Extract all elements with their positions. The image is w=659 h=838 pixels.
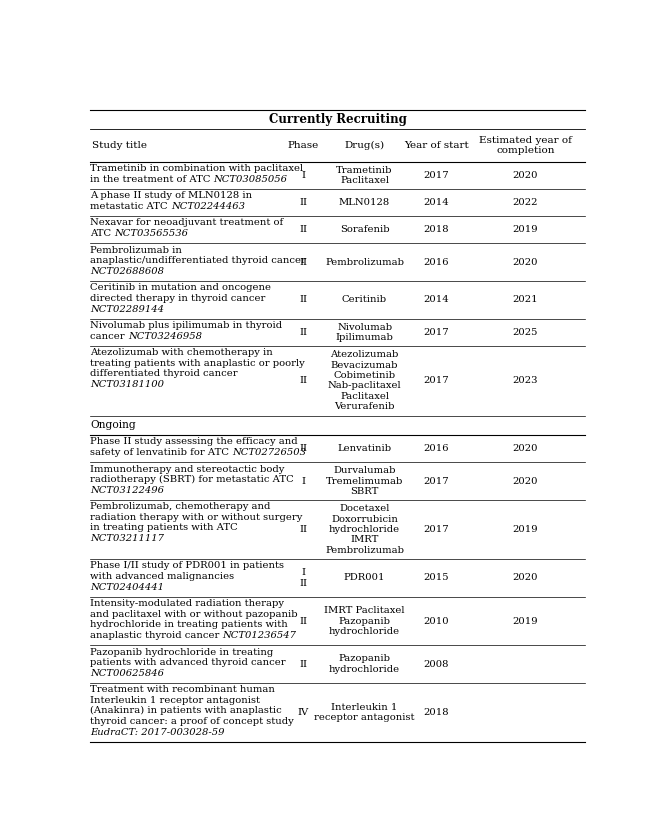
Text: Pembrolizumab in
anaplastic/undifferentiated thyroid cancer: Pembrolizumab in anaplastic/undifferenti… <box>90 246 306 265</box>
Text: 2017: 2017 <box>423 376 449 385</box>
Text: NCT02404441: NCT02404441 <box>90 582 164 592</box>
Text: 2022: 2022 <box>513 198 538 207</box>
Text: cancer: cancer <box>90 332 128 341</box>
Text: Drug(s): Drug(s) <box>345 141 385 150</box>
Text: Docetaxel
Doxorrubicin
hydrochloride
IMRT
Pembrolizumab: Docetaxel Doxorrubicin hydrochloride IMR… <box>325 504 404 555</box>
Text: 2019: 2019 <box>513 225 538 234</box>
Text: II: II <box>299 198 307 207</box>
Text: anaplastic thyroid cancer: anaplastic thyroid cancer <box>90 631 223 640</box>
Text: I: I <box>301 477 305 486</box>
Text: Pazopanib
hydrochloride: Pazopanib hydrochloride <box>329 654 400 674</box>
Text: Pembrolizumab: Pembrolizumab <box>325 257 404 266</box>
Text: I
II: I II <box>299 568 307 587</box>
Text: 2023: 2023 <box>513 376 538 385</box>
Text: PDR001: PDR001 <box>344 573 386 582</box>
Text: 2021: 2021 <box>513 296 538 304</box>
Text: 2014: 2014 <box>423 198 449 207</box>
Text: Trametinib
Paclitaxel: Trametinib Paclitaxel <box>336 166 393 185</box>
Text: NCT02688608: NCT02688608 <box>90 266 164 276</box>
Text: 2010: 2010 <box>423 617 449 625</box>
Text: Ongoing: Ongoing <box>90 421 136 431</box>
Text: II: II <box>299 376 307 385</box>
Text: II: II <box>299 525 307 534</box>
Text: 2020: 2020 <box>513 171 538 180</box>
Text: I: I <box>301 171 305 180</box>
Text: NCT03085056: NCT03085056 <box>214 175 288 184</box>
Text: 2017: 2017 <box>423 477 449 486</box>
Text: Pazopanib hydrochloride in treating
patients with advanced thyroid cancer: Pazopanib hydrochloride in treating pati… <box>90 648 285 667</box>
Text: IMRT Paclitaxel
Pazopanib
hydrochloride: IMRT Paclitaxel Pazopanib hydrochloride <box>324 606 405 636</box>
Text: 2020: 2020 <box>513 573 538 582</box>
Text: 2015: 2015 <box>423 573 449 582</box>
Text: in the treatment of ATC: in the treatment of ATC <box>90 175 214 184</box>
Text: II: II <box>299 444 307 453</box>
Text: Year of start: Year of start <box>404 141 469 150</box>
Text: Phase II study assessing the efficacy and: Phase II study assessing the efficacy an… <box>90 437 298 447</box>
Text: Intensity-modulated radiation therapy
and paclitaxel with or without pazopanib
h: Intensity-modulated radiation therapy an… <box>90 599 298 629</box>
Text: Treatment with recombinant human
Interleukin 1 receptor antagonist
(Anakinra) in: Treatment with recombinant human Interle… <box>90 685 294 726</box>
Text: NCT03565536: NCT03565536 <box>114 229 188 238</box>
Text: 2018: 2018 <box>423 225 449 234</box>
Text: 2020: 2020 <box>513 444 538 453</box>
Text: Sorafenib: Sorafenib <box>340 225 389 234</box>
Text: Trametinib in combination with paclitaxel: Trametinib in combination with paclitaxe… <box>90 164 303 173</box>
Text: safety of lenvatinib for ATC: safety of lenvatinib for ATC <box>90 448 232 457</box>
Text: NCT01236547: NCT01236547 <box>223 631 297 640</box>
Text: NCT02726503: NCT02726503 <box>232 448 306 457</box>
Text: II: II <box>299 296 307 304</box>
Text: 2019: 2019 <box>513 617 538 625</box>
Text: 2025: 2025 <box>513 328 538 337</box>
Text: Immunotherapy and stereotactic body
radiotherapy (SBRT) for metastatic ATC: Immunotherapy and stereotactic body radi… <box>90 464 294 484</box>
Text: Estimated year of
completion: Estimated year of completion <box>479 136 572 155</box>
Text: 2017: 2017 <box>423 171 449 180</box>
Text: II: II <box>299 257 307 266</box>
Text: 2014: 2014 <box>423 296 449 304</box>
Text: Ceritinib in mutation and oncogene
directed therapy in thyroid cancer: Ceritinib in mutation and oncogene direc… <box>90 283 271 303</box>
Text: 2020: 2020 <box>513 257 538 266</box>
Text: II: II <box>299 225 307 234</box>
Text: EudraCT: 2017-003028-59: EudraCT: 2017-003028-59 <box>90 727 225 737</box>
Text: 2020: 2020 <box>513 477 538 486</box>
Text: 2016: 2016 <box>423 444 449 453</box>
Text: NCT00625846: NCT00625846 <box>90 669 164 678</box>
Text: ATC: ATC <box>90 229 114 238</box>
Text: NCT03246958: NCT03246958 <box>128 332 202 341</box>
Text: Lenvatinib: Lenvatinib <box>337 444 391 453</box>
Text: NCT03211117: NCT03211117 <box>90 535 164 543</box>
Text: Ceritinib: Ceritinib <box>342 296 387 304</box>
Text: Study title: Study title <box>92 141 146 150</box>
Text: NCT03122496: NCT03122496 <box>90 486 164 495</box>
Text: NCT03181100: NCT03181100 <box>90 380 164 389</box>
Text: Nivolumab
Ipilimumab: Nivolumab Ipilimumab <box>335 323 393 342</box>
Text: Pembrolizumab, chemotherapy and
radiation therapy with or without surgery
in tre: Pembrolizumab, chemotherapy and radiatio… <box>90 503 302 532</box>
Text: 2017: 2017 <box>423 525 449 534</box>
Text: 2008: 2008 <box>423 660 449 669</box>
Text: Phase I/II study of PDR001 in patients
with advanced malignancies: Phase I/II study of PDR001 in patients w… <box>90 561 284 581</box>
Text: Nexavar for neoadjuvant treatment of: Nexavar for neoadjuvant treatment of <box>90 219 283 227</box>
Text: II: II <box>299 660 307 669</box>
Text: Interleukin 1
receptor antagonist: Interleukin 1 receptor antagonist <box>314 703 415 722</box>
Text: Currently Recruiting: Currently Recruiting <box>269 113 407 126</box>
Text: II: II <box>299 328 307 337</box>
Text: 2018: 2018 <box>423 708 449 717</box>
Text: NCT02289144: NCT02289144 <box>90 305 164 313</box>
Text: Atezolizumab
Bevacizumab
Cobimetinib
Nab-paclitaxel
Paclitaxel
Verurafenib: Atezolizumab Bevacizumab Cobimetinib Nab… <box>328 350 401 411</box>
Text: MLN0128: MLN0128 <box>339 198 390 207</box>
Text: A phase II study of MLN0128 in: A phase II study of MLN0128 in <box>90 191 252 200</box>
Text: 2019: 2019 <box>513 525 538 534</box>
Text: Durvalumab
Tremelimumab
SBRT: Durvalumab Tremelimumab SBRT <box>326 466 403 496</box>
Text: 2016: 2016 <box>423 257 449 266</box>
Text: NCT02244463: NCT02244463 <box>171 202 244 211</box>
Text: Atezolizumab with chemotherapy in
treating patients with anaplastic or poorly
di: Atezolizumab with chemotherapy in treati… <box>90 349 304 378</box>
Text: metastatic ATC: metastatic ATC <box>90 202 171 211</box>
Text: II: II <box>299 617 307 625</box>
Text: Nivolumab plus ipilimumab in thyroid: Nivolumab plus ipilimumab in thyroid <box>90 321 282 330</box>
Text: Phase: Phase <box>287 141 319 150</box>
Text: IV: IV <box>298 708 309 717</box>
Text: 2017: 2017 <box>423 328 449 337</box>
